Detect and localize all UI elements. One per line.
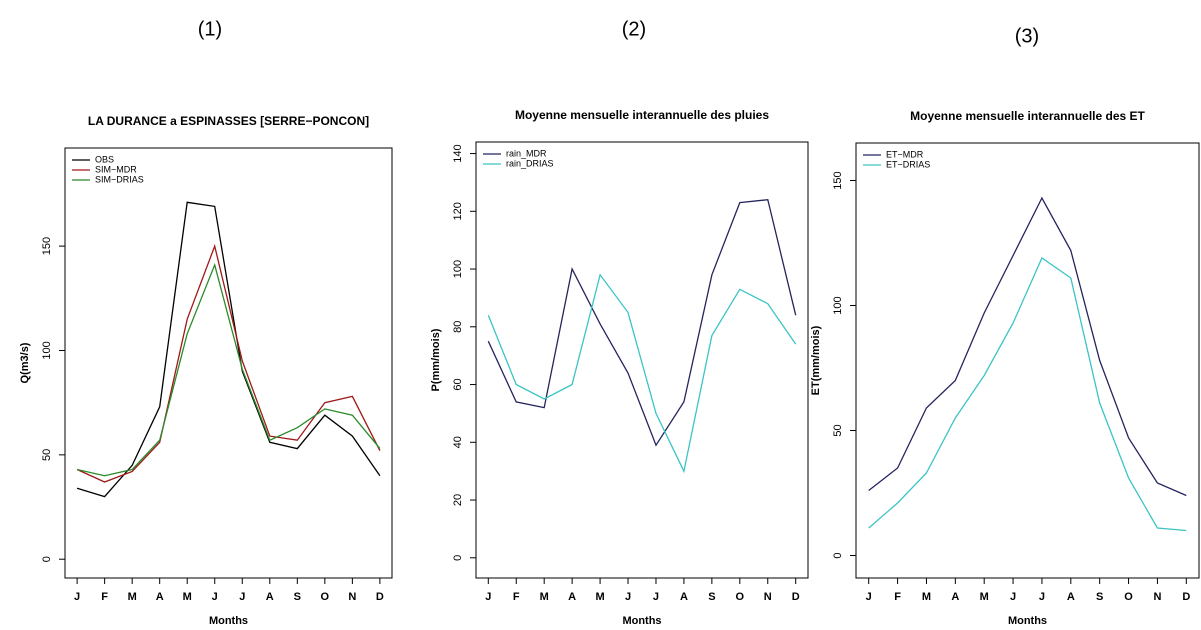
x-tick-label: A <box>1067 591 1075 603</box>
y-tick-label: 150 <box>832 171 844 189</box>
x-tick-label: A <box>680 591 688 603</box>
series-line <box>868 196 1187 497</box>
x-tick-label: D <box>376 591 384 603</box>
y-tick-label: 150 <box>41 237 53 255</box>
series-line <box>487 273 797 474</box>
x-tick-label: O <box>1124 591 1133 603</box>
chart-title: LA DURANCE a ESPINASSES [SERRE−PONCON] <box>88 114 369 128</box>
y-axis-label: P(mm/mois) <box>430 328 442 391</box>
y-tick-label: 0 <box>832 552 844 558</box>
x-tick-label: M <box>922 591 931 603</box>
x-tick-label: M <box>128 591 137 603</box>
chart-title: Moyenne mensuelle interannuelle des ET <box>910 109 1145 123</box>
series-line <box>487 198 797 447</box>
y-tick-label: 0 <box>452 555 464 561</box>
y-tick-label: 50 <box>41 449 53 461</box>
y-tick-label: 80 <box>452 321 464 333</box>
x-tick-label: J <box>1039 591 1045 603</box>
series-line <box>76 262 381 477</box>
series-line <box>868 257 1187 532</box>
x-axis-label: Months <box>1008 615 1047 625</box>
x-tick-label: M <box>595 591 604 603</box>
y-tick-label: 0 <box>41 556 53 562</box>
y-axis-label: Q(m3/s) <box>19 342 31 383</box>
x-tick-label: M <box>183 591 192 603</box>
y-tick-label: 40 <box>452 436 464 448</box>
x-tick-label: J <box>485 591 491 603</box>
x-tick-label: D <box>792 591 800 603</box>
x-tick-label: A <box>266 591 274 603</box>
y-tick-label: 60 <box>452 378 464 390</box>
x-tick-label: J <box>625 591 631 603</box>
y-tick-label: 100 <box>832 296 844 314</box>
y-tick-label: 100 <box>452 260 464 278</box>
panel-label: (2) <box>622 18 646 40</box>
plot-frame <box>475 141 809 579</box>
legend-label: ET−DRIAS <box>886 159 930 169</box>
x-tick-label: S <box>1096 591 1103 603</box>
y-tick-label: 140 <box>452 144 464 162</box>
x-tick-label: J <box>239 591 245 603</box>
x-tick-label: A <box>568 591 576 603</box>
x-tick-label: F <box>101 591 108 603</box>
y-tick-label: 20 <box>452 494 464 506</box>
series-line <box>76 201 381 498</box>
chart-title: Moyenne mensuelle interannuelle des plui… <box>515 108 769 122</box>
x-tick-label: A <box>156 591 164 603</box>
panel-label: (1) <box>198 18 222 40</box>
x-tick-label: F <box>894 591 901 603</box>
x-tick-label: N <box>764 591 772 603</box>
panel-label: (3) <box>1015 25 1039 47</box>
x-tick-label: S <box>708 591 715 603</box>
x-tick-label: N <box>1153 591 1161 603</box>
x-tick-label: N <box>348 591 356 603</box>
x-tick-label: A <box>951 591 959 603</box>
x-tick-label: J <box>866 591 872 603</box>
legend-label: rain_MDR <box>506 148 547 158</box>
y-axis-label: ET(mm/mois) <box>810 325 822 395</box>
x-tick-label: J <box>1010 591 1016 603</box>
y-tick-label: 100 <box>41 341 53 359</box>
x-tick-label: D <box>1182 591 1190 603</box>
series-line <box>76 243 381 483</box>
x-tick-label: J <box>653 591 659 603</box>
legend-label: SIM−DRIAS <box>95 174 144 184</box>
x-tick-label: M <box>540 591 549 603</box>
x-tick-label: O <box>321 591 330 603</box>
x-tick-label: M <box>980 591 989 603</box>
legend-label: ET−MDR <box>886 149 924 159</box>
x-tick-label: J <box>212 591 218 603</box>
plot-frame <box>855 142 1200 579</box>
x-axis-label: Months <box>209 615 248 625</box>
y-tick-label: 50 <box>832 424 844 436</box>
x-tick-label: O <box>736 591 745 603</box>
x-tick-label: F <box>513 591 520 603</box>
legend-label: SIM−MDR <box>95 164 137 174</box>
legend-label: OBS <box>95 154 114 164</box>
legend-label: rain_DRIAS <box>506 158 554 168</box>
x-tick-label: S <box>294 591 301 603</box>
plot-frame <box>64 147 393 579</box>
x-tick-label: J <box>74 591 80 603</box>
y-tick-label: 120 <box>452 202 464 220</box>
x-axis-label: Months <box>622 615 661 625</box>
